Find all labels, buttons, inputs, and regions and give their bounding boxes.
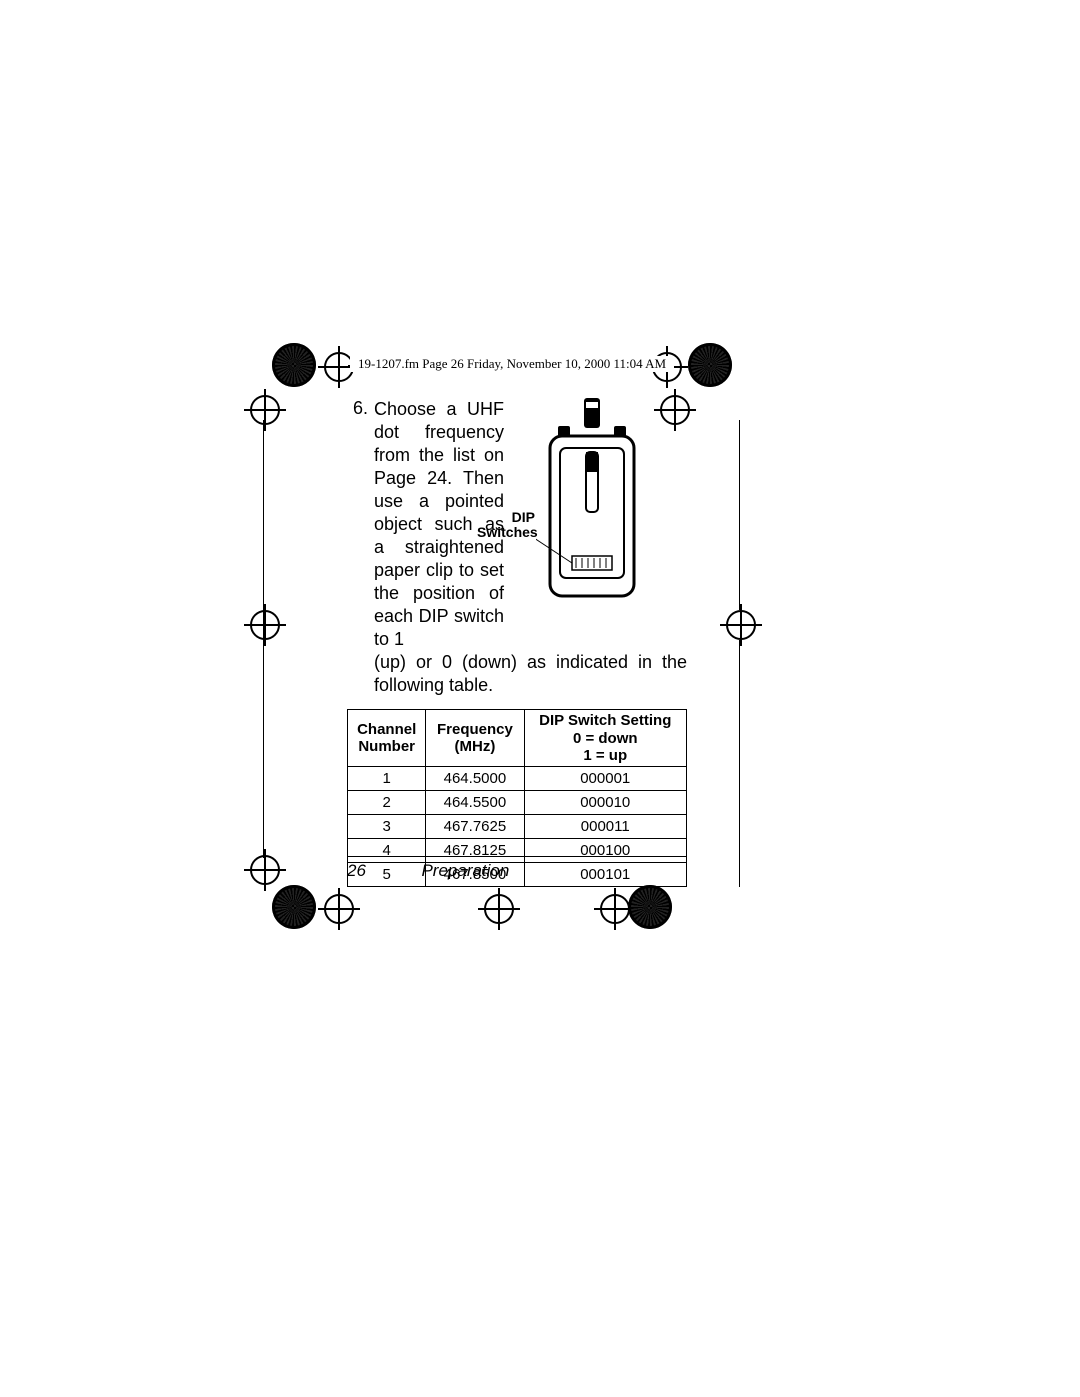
press-mark-icon (628, 885, 672, 929)
th-channel: Channel Number (348, 710, 426, 767)
page-number: 26 (347, 861, 417, 881)
cell-dip: 000011 (524, 815, 687, 839)
pdf-header: 19-1207.fm Page 26 Friday, November 10, … (350, 356, 674, 372)
table-row: 2 464.5500 000010 (348, 791, 687, 815)
registration-target-icon (250, 855, 280, 885)
cell-frequency: 464.5000 (426, 767, 524, 791)
th-frequency: Frequency (MHz) (426, 710, 524, 767)
dip-label-line1: DIP (512, 509, 535, 525)
th-dip: DIP Switch Setting 0 = down 1 = up (524, 710, 687, 767)
cell-dip: 000001 (524, 767, 687, 791)
press-mark-icon (272, 343, 316, 387)
cell-channel: 1 (348, 767, 426, 791)
registration-target-icon (484, 894, 514, 924)
radio-illustration (536, 398, 648, 608)
registration-target-icon (250, 610, 280, 640)
cell-channel: 2 (348, 791, 426, 815)
dip-label-line2: Switches (477, 524, 538, 540)
cell-dip: 000010 (524, 791, 687, 815)
press-mark-icon (688, 343, 732, 387)
step-number: 6. (347, 398, 368, 651)
cell-channel: 3 (348, 815, 426, 839)
section-title: Preparation (421, 861, 509, 880)
page-footer: 26 Preparation (347, 856, 687, 881)
table-row: 1 464.5000 000001 (348, 767, 687, 791)
step-text-continued: (up) or 0 (down) as indicated in the fol… (374, 651, 687, 697)
press-mark-icon (272, 885, 316, 929)
cell-frequency: 464.5500 (426, 791, 524, 815)
registration-target-icon (324, 894, 354, 924)
table-header-row: Channel Number Frequency (MHz) DIP Switc… (348, 710, 687, 767)
dip-switches-label: DIP Switches (477, 510, 535, 541)
table-row: 3 467.7625 000011 (348, 815, 687, 839)
side-rule (263, 420, 264, 858)
registration-target-icon (726, 610, 756, 640)
side-rule (739, 420, 740, 610)
registration-target-icon (600, 894, 630, 924)
registration-target-icon (250, 395, 280, 425)
cell-frequency: 467.7625 (426, 815, 524, 839)
side-rule (739, 640, 740, 887)
radio-icon (536, 398, 648, 608)
